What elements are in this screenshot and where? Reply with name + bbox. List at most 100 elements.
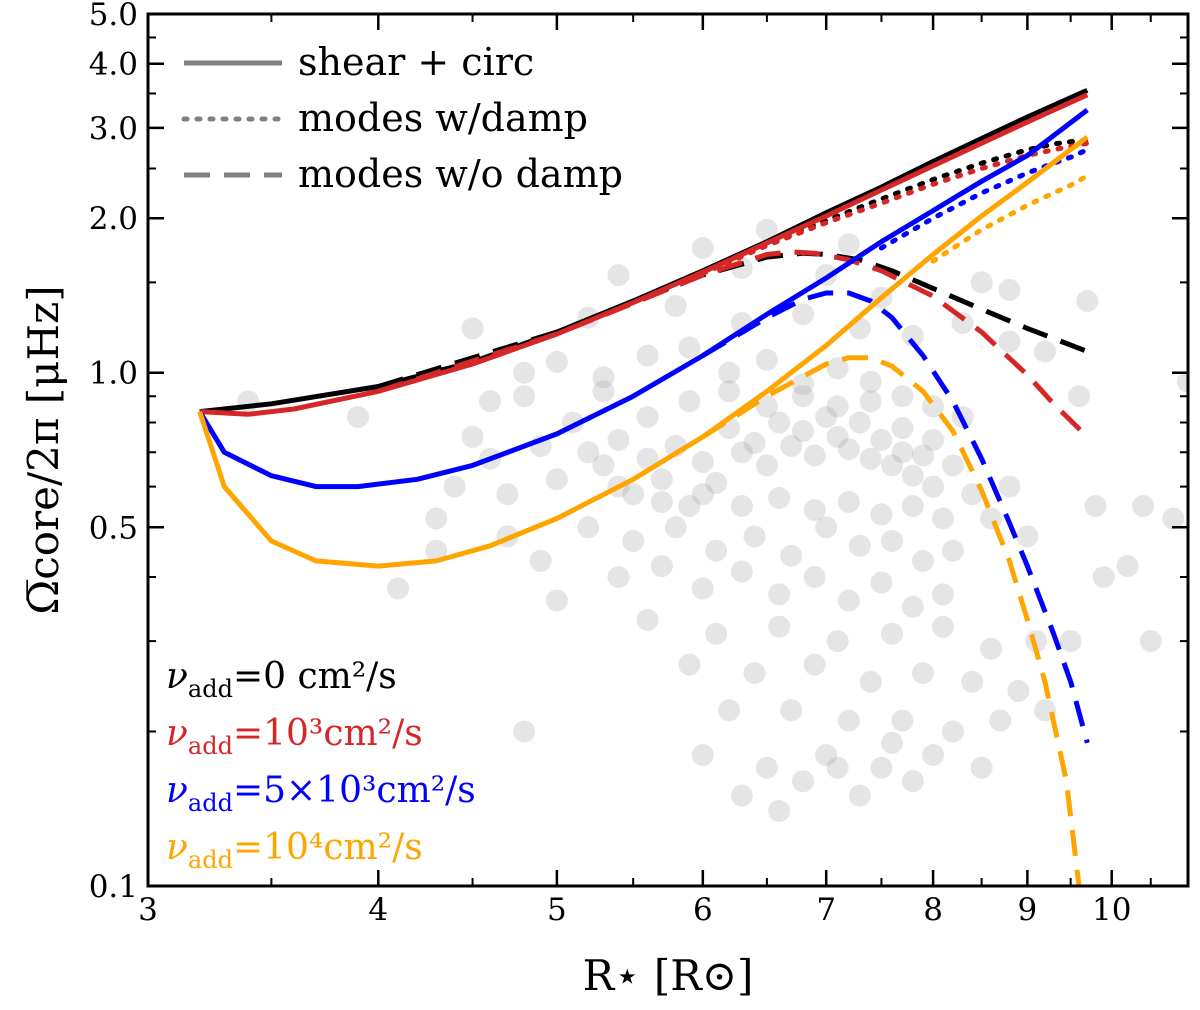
scatter-point-163: [730, 495, 753, 517]
scatter-point-141: [1116, 555, 1139, 578]
scatter-point-142: [1068, 385, 1090, 408]
scatter-point-118: [891, 709, 914, 732]
scatter-point-62: [705, 539, 728, 562]
scatter-point-117: [837, 709, 860, 732]
scatter-point-35: [881, 454, 903, 477]
scatter-point-95: [1076, 290, 1099, 312]
scatter-point-50: [678, 336, 701, 359]
series-layer: [197, 88, 1090, 886]
series-line-9: [197, 135, 1089, 569]
scatter-point-125: [870, 756, 893, 779]
scatter-point-40: [941, 454, 964, 477]
x-axis-title: R⋆ [R⊙]: [583, 951, 754, 1000]
x-tick-label: 7: [816, 892, 836, 928]
scatter-point-19: [691, 451, 714, 473]
scatter-point-53: [792, 373, 814, 396]
scatter-point-96: [691, 237, 714, 259]
scatter-point-166: [837, 491, 860, 513]
y-tick-label: 5.0: [89, 0, 138, 33]
scatter-point-135: [881, 731, 903, 754]
scatter-point-52: [755, 348, 778, 371]
scatter-point-154: [755, 395, 778, 418]
scatter-point-48: [592, 366, 615, 389]
scatter-point-167: [870, 503, 893, 526]
series-line-4: [700, 140, 1090, 277]
scatter-point-29: [815, 406, 838, 428]
scatter-point-124: [815, 744, 838, 766]
legend-label-dashed: modes w/o damp: [298, 152, 623, 196]
scatter-point-80: [461, 317, 484, 340]
series-line-8: [701, 290, 1090, 744]
y-tick-label: 1.0: [89, 356, 138, 392]
scatter-point-9: [545, 468, 568, 491]
scatter-point-2: [425, 507, 448, 530]
scatter-point-157: [859, 390, 882, 413]
y-tick-label: 4.0: [89, 47, 138, 83]
scatter-point-27: [792, 420, 814, 442]
scatter-point-87: [951, 312, 974, 334]
scatter-point-103: [826, 630, 849, 653]
scatter-point-26: [780, 435, 803, 457]
scatter-point-155: [792, 385, 814, 408]
scatter-point-1: [347, 406, 369, 428]
scatter-point-99: [970, 271, 993, 294]
scatter-point-90: [607, 264, 630, 287]
scatter-point-98: [837, 233, 860, 256]
y-tick-label: 0.5: [89, 510, 138, 546]
scatter-point-100: [636, 608, 659, 631]
scatter-point-162: [691, 483, 714, 506]
scatter-point-119: [941, 720, 964, 743]
y-tick-label: 2.0: [89, 201, 138, 237]
scatter-point-46: [513, 361, 536, 384]
scatter-point-7: [513, 385, 536, 408]
scatter-point-20: [705, 471, 728, 494]
scatter-point-79: [932, 583, 954, 606]
legend-label-dotted: modes w/damp: [298, 96, 588, 140]
scatter-point-127: [970, 756, 993, 779]
scatter-point-15: [636, 447, 659, 470]
scatter-point-11: [577, 441, 600, 464]
scatter-point-143: [1084, 495, 1107, 517]
scatter-point-54: [826, 357, 849, 380]
scatter-point-97: [755, 218, 778, 241]
scatter-point-144: [1132, 495, 1155, 517]
legend-label-solid: shear + circ: [298, 40, 534, 84]
scatter-point-70: [607, 566, 630, 588]
scatter-point-131: [901, 770, 924, 793]
scatter-point-86: [901, 324, 924, 347]
scatter-point-75: [803, 566, 826, 588]
model-legend-label-1: νadd=10³cm²/s: [166, 713, 423, 760]
scatter-point-69: [941, 539, 964, 562]
scatter-point-116: [780, 699, 803, 722]
scatter-point-31: [837, 438, 860, 461]
scatter-point-133: [768, 800, 791, 822]
scatter-point-38: [912, 444, 934, 467]
scatter-point-153: [718, 380, 741, 403]
scatter-point-60: [622, 530, 645, 552]
x-tick-label: 8: [923, 892, 943, 928]
scatter-point-68: [912, 549, 934, 572]
scatter-point-61: [664, 516, 687, 539]
scatter-point-123: [755, 756, 778, 779]
scatter-point-140: [1177, 370, 1188, 393]
series-line-6: [197, 108, 1089, 490]
scatter-point-4: [461, 425, 484, 448]
legend-models: νadd=0 cm²/s νadd=10³cm²/s νadd=5×10³cm²/s…: [166, 656, 476, 874]
scatter-point-34: [870, 428, 893, 451]
scatter-point-168: [901, 495, 924, 517]
scatter-point-78: [901, 595, 924, 618]
scatter-point-14: [622, 483, 645, 506]
scatter-point-77: [870, 571, 893, 594]
scatter-point-108: [678, 653, 701, 676]
scatter-point-84: [792, 303, 814, 326]
scatter-point-33: [859, 447, 882, 470]
scatter-point-114: [1007, 679, 1030, 702]
scatter-point-82: [664, 294, 687, 317]
scatter-point-111: [859, 670, 882, 693]
scatter-point-43: [998, 475, 1021, 498]
scatter-point-37: [901, 464, 924, 487]
scatter-point-42: [980, 507, 1002, 530]
scatter-point-101: [705, 622, 728, 645]
scatter-point-13: [607, 428, 630, 451]
scatter-point-47: [545, 350, 568, 373]
